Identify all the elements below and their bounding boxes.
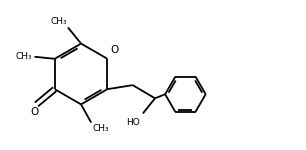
- Text: HO: HO: [126, 118, 140, 127]
- Text: CH₃: CH₃: [50, 17, 67, 26]
- Text: CH₃: CH₃: [16, 52, 32, 61]
- Text: CH₃: CH₃: [92, 124, 109, 133]
- Text: O: O: [30, 107, 39, 117]
- Text: O: O: [110, 45, 119, 55]
